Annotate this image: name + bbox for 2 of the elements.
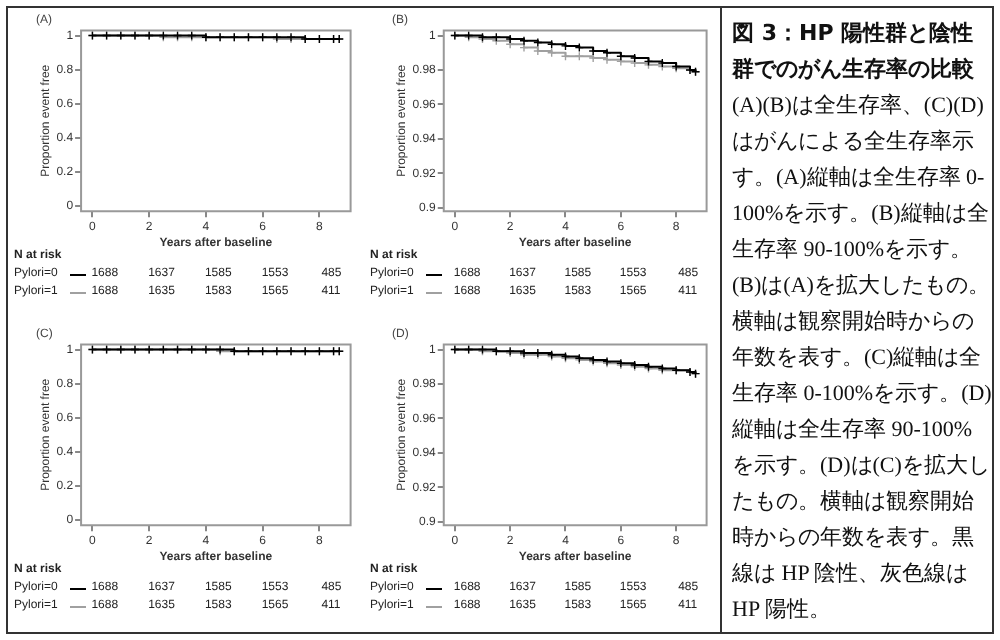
- text: 図 3：HP 陽性群と陰性群でのがん生存率の比較: [732, 18, 976, 86]
- text: (A)(B)は全生存率、(C)(D)はがんによる全生存率示す。(A)縦軸は全生存率 0-100%を示す。(B)縦軸は全生存率 90-100%を示す。(B)は(A)を拡大したもの。横軸は観察開始時からの年数を表す。(C)縦軸は全生存率 0-100%を示す。(D)縦軸は全生存率 90-100%を示す。(D)は(C)を拡大したもの。横軸は観察開始時からの年数を表す。黒線は HP 陰性、灰色線は HP 陽性。: [732, 94, 992, 622]
